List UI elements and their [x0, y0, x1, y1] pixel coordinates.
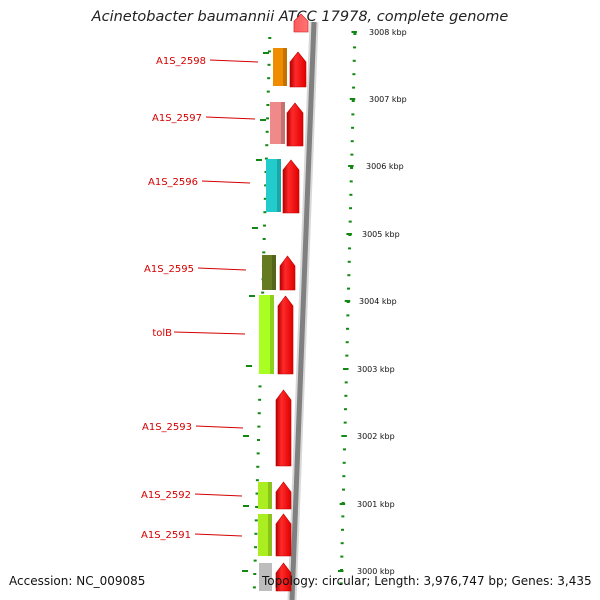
gene-bar-reverse — [262, 255, 276, 290]
scale-label: 3007 kbp — [369, 95, 407, 104]
genome-backbone — [289, 21, 317, 600]
gene-bar-shade — [281, 102, 285, 144]
gene-label-leader — [173, 331, 246, 335]
gene-bar-shade — [272, 255, 276, 290]
scale-label: 3004 kbp — [359, 297, 397, 306]
gene-label: A1S_2592 — [141, 490, 191, 501]
cds-arrow-forward — [275, 481, 292, 510]
gene-bar-shade — [283, 48, 287, 86]
gene-label-leader — [205, 116, 256, 120]
gene-bar-reverse — [259, 563, 272, 591]
gene-label: tolB — [152, 328, 172, 339]
scale-label: 3002 kbp — [357, 432, 395, 441]
gene-bar-reverse — [273, 48, 287, 86]
cds-arrow-forward — [286, 102, 304, 147]
gene-label: A1S_2593 — [142, 422, 192, 433]
gene-label-leader — [209, 59, 259, 63]
scale-label: 3000 kbp — [357, 567, 395, 576]
inner-tick-group — [242, 37, 272, 589]
scale-label: 3005 kbp — [362, 230, 400, 239]
gene-bar-reverse — [259, 295, 274, 374]
scale-label: 3003 kbp — [357, 365, 395, 374]
cds-arrow-forward — [277, 295, 294, 375]
accession-text: Accession: NC_009085 — [9, 574, 146, 588]
gene-label-leader — [197, 267, 247, 271]
gene-bar-shade — [268, 514, 272, 556]
gene-bar-reverse — [258, 514, 272, 556]
cds-arrow-forward — [282, 159, 300, 214]
gene-bar-shade — [277, 159, 281, 212]
gene-bar-reverse — [270, 102, 285, 144]
gene-label-group: A1S_2598 A1S_2597 A1S_2596 A1S_2595 tolB A1S_… — [141, 56, 259, 541]
gene-bar-shade — [270, 295, 274, 374]
scale-label: 3001 kbp — [357, 500, 395, 509]
scale-label: 3008 kbp — [369, 28, 407, 37]
gene-label: A1S_2598 — [156, 56, 206, 67]
cds-arrow-forward — [275, 513, 292, 557]
gene-bar-shade — [268, 482, 272, 509]
gene-label-leader — [194, 533, 243, 537]
cds-arrow-forward — [279, 255, 296, 291]
cds-arrow-forward — [289, 51, 307, 88]
gene-label: A1S_2597 — [152, 113, 202, 124]
genome-summary-text: Topology: circular; Length: 3,976,747 bp… — [262, 574, 592, 588]
cds-arrow-forward — [275, 562, 292, 592]
gene-label-leader — [195, 425, 244, 429]
feature-group — [258, 13, 309, 592]
gene-label-leader — [201, 180, 251, 184]
gene-bar-reverse — [258, 482, 272, 509]
gene-label: A1S_2591 — [141, 530, 191, 541]
scale-label: 3006 kbp — [366, 162, 404, 171]
gene-label-leader — [194, 493, 243, 497]
cds-arrow-forward-overlay — [294, 14, 308, 32]
gene-bar-reverse — [266, 159, 281, 212]
gene-label: A1S_2596 — [148, 177, 198, 188]
gene-label: A1S_2595 — [144, 264, 194, 275]
cds-arrow-forward — [275, 389, 292, 467]
scale-tick-group: 3008 kbp 3007 kbp 3006 kbp 3005 kbp 3004 kbp… — [337, 28, 407, 585]
